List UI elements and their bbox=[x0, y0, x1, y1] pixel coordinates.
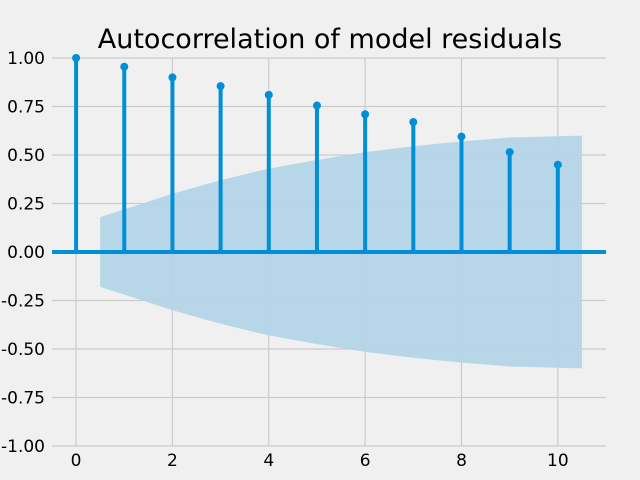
acf-point bbox=[361, 110, 370, 119]
acf-point bbox=[409, 118, 418, 127]
acf-point bbox=[553, 160, 562, 169]
chart-title: Autocorrelation of model residuals bbox=[98, 24, 562, 55]
y-tick-label: -1.00 bbox=[1, 437, 45, 457]
stems-group bbox=[52, 54, 606, 254]
x-tick-label: 4 bbox=[263, 451, 274, 471]
acf-point bbox=[216, 82, 225, 91]
y-tick-label: -0.25 bbox=[1, 292, 45, 312]
y-tick-label: 0.50 bbox=[7, 146, 45, 166]
y-tick-label: 0.75 bbox=[7, 98, 45, 118]
x-tick-label: 8 bbox=[456, 451, 467, 471]
tick-labels: 0 2 4 6 8 10 -1.00 -0.75 -0.50 -0.25 0.00 0.25 0.50 0… bbox=[1, 49, 569, 471]
acf-point bbox=[312, 101, 321, 110]
x-tick-label: 10 bbox=[547, 451, 569, 471]
x-tick-label: 2 bbox=[167, 451, 178, 471]
acf-point bbox=[120, 62, 129, 71]
y-tick-label: 0.25 bbox=[7, 195, 45, 215]
acf-point bbox=[505, 148, 514, 157]
acf-point bbox=[264, 90, 273, 99]
acf-point bbox=[72, 54, 81, 62]
y-tick-label: 0.00 bbox=[7, 243, 45, 263]
x-tick-label: 0 bbox=[71, 451, 82, 471]
y-tick-label: -0.75 bbox=[1, 389, 45, 409]
y-tick-label: 1.00 bbox=[7, 49, 45, 69]
x-tick-label: 6 bbox=[360, 451, 371, 471]
acf-point bbox=[168, 73, 177, 82]
y-tick-label: -0.50 bbox=[1, 340, 45, 360]
acf-point bbox=[457, 132, 466, 141]
